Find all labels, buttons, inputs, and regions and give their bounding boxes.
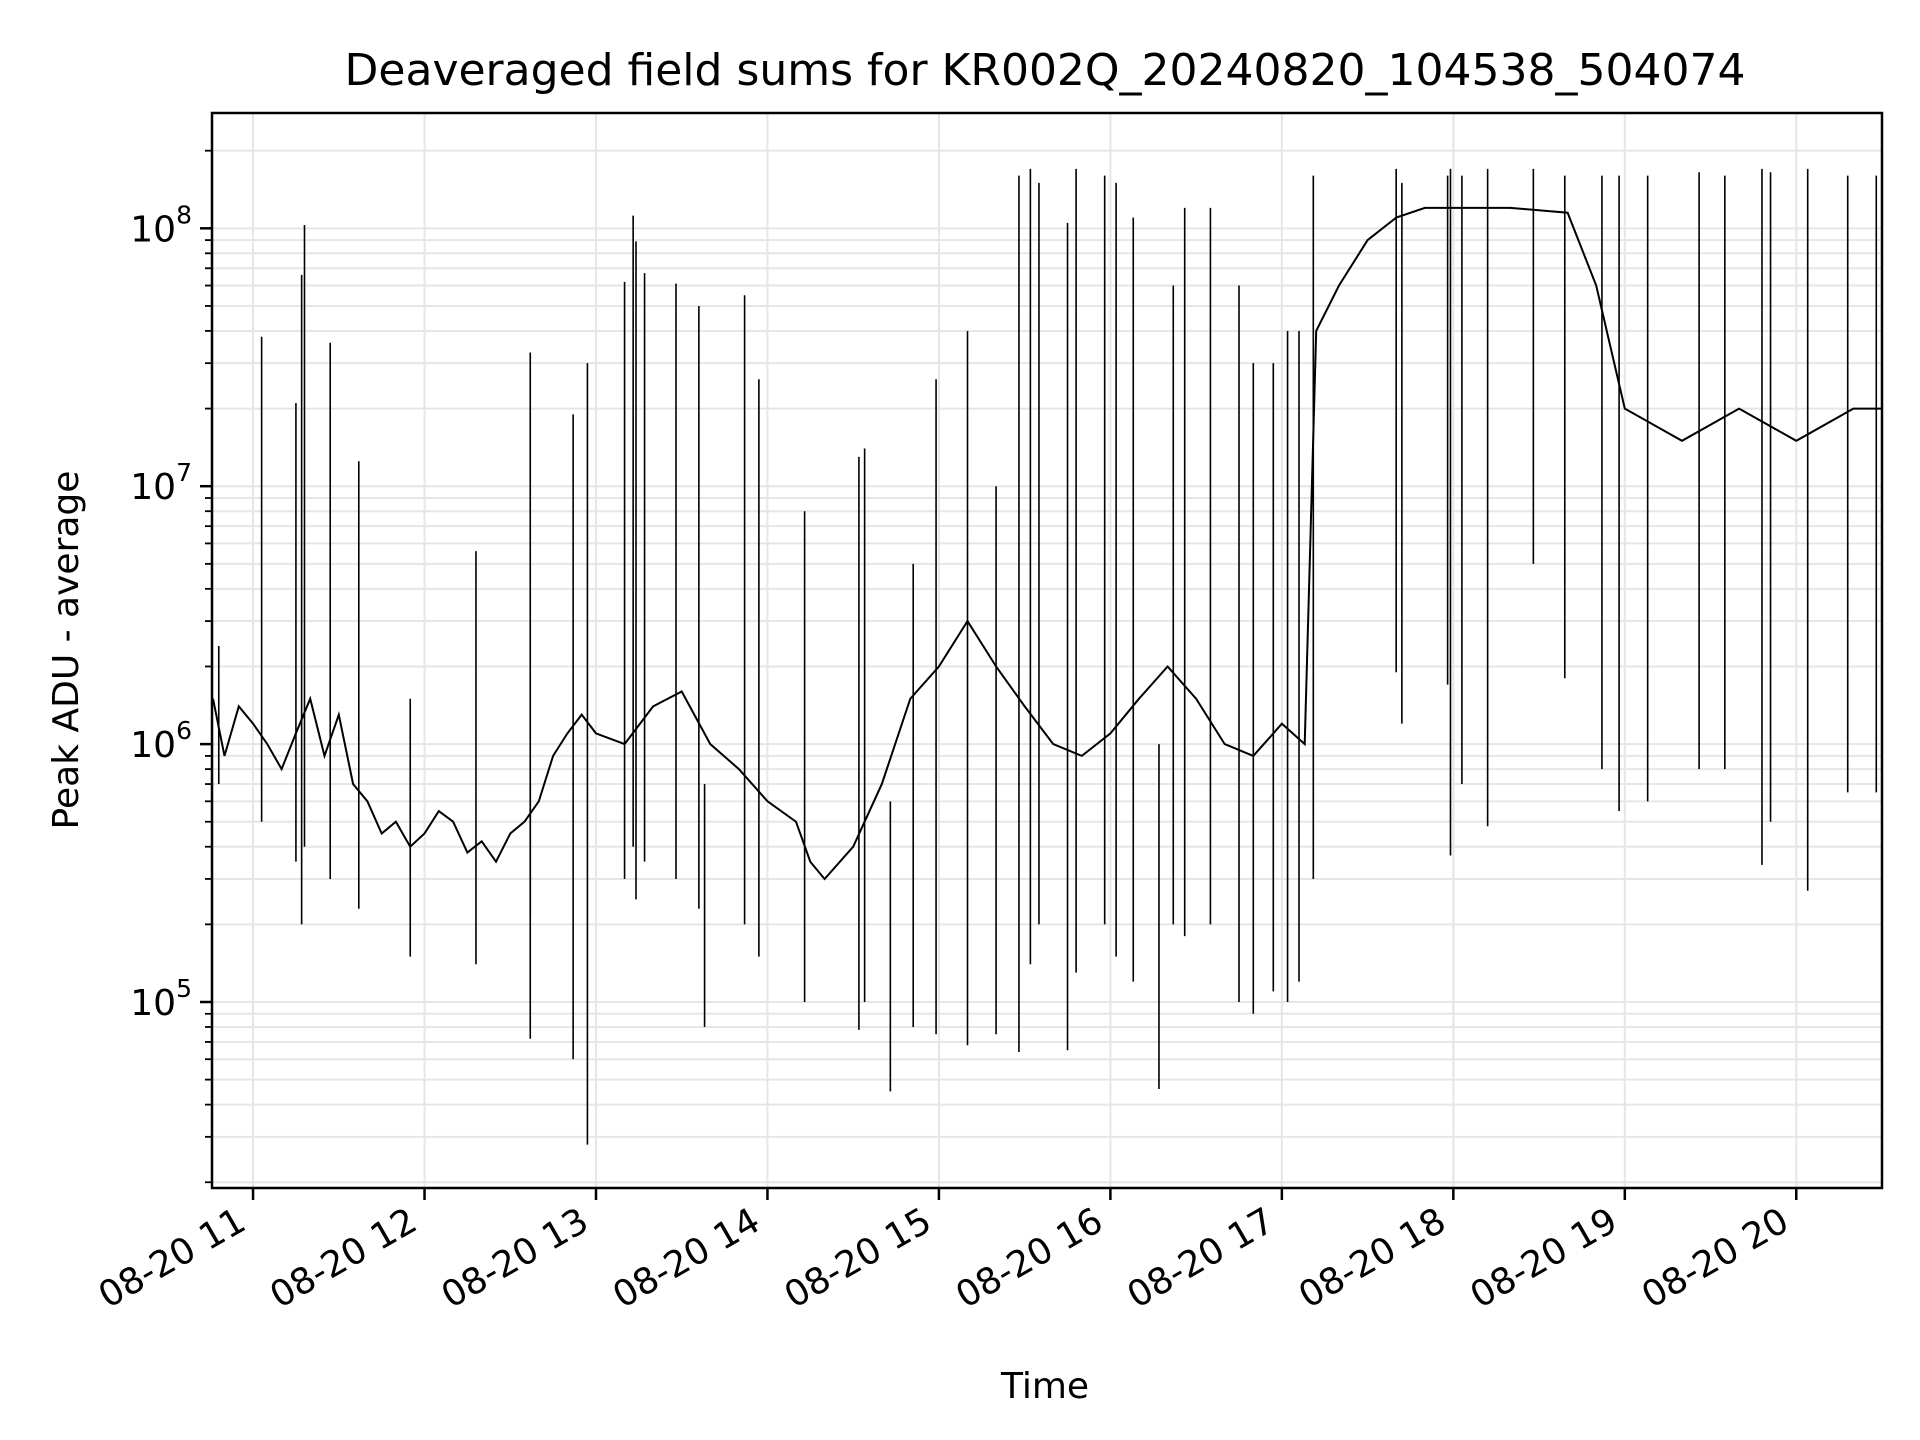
y-tick-label: 106 [130,716,192,766]
series-line [212,206,1882,881]
x-axis-label: Time [1000,1366,1089,1407]
y-axis-label: Peak ADU - average [46,471,87,830]
y-axis: 105 106 107 108 [130,149,212,1184]
grid-lines [212,113,1882,1188]
series-group [212,168,1882,1145]
chart-title: Deaveraged field sums for KR002Q_2024082… [345,45,1746,96]
y-tick-label: 108 [130,200,192,250]
plot-area-frame [210,111,1884,1190]
y-tick-label: 107 [130,458,192,508]
y-tick-label: 105 [130,974,192,1024]
